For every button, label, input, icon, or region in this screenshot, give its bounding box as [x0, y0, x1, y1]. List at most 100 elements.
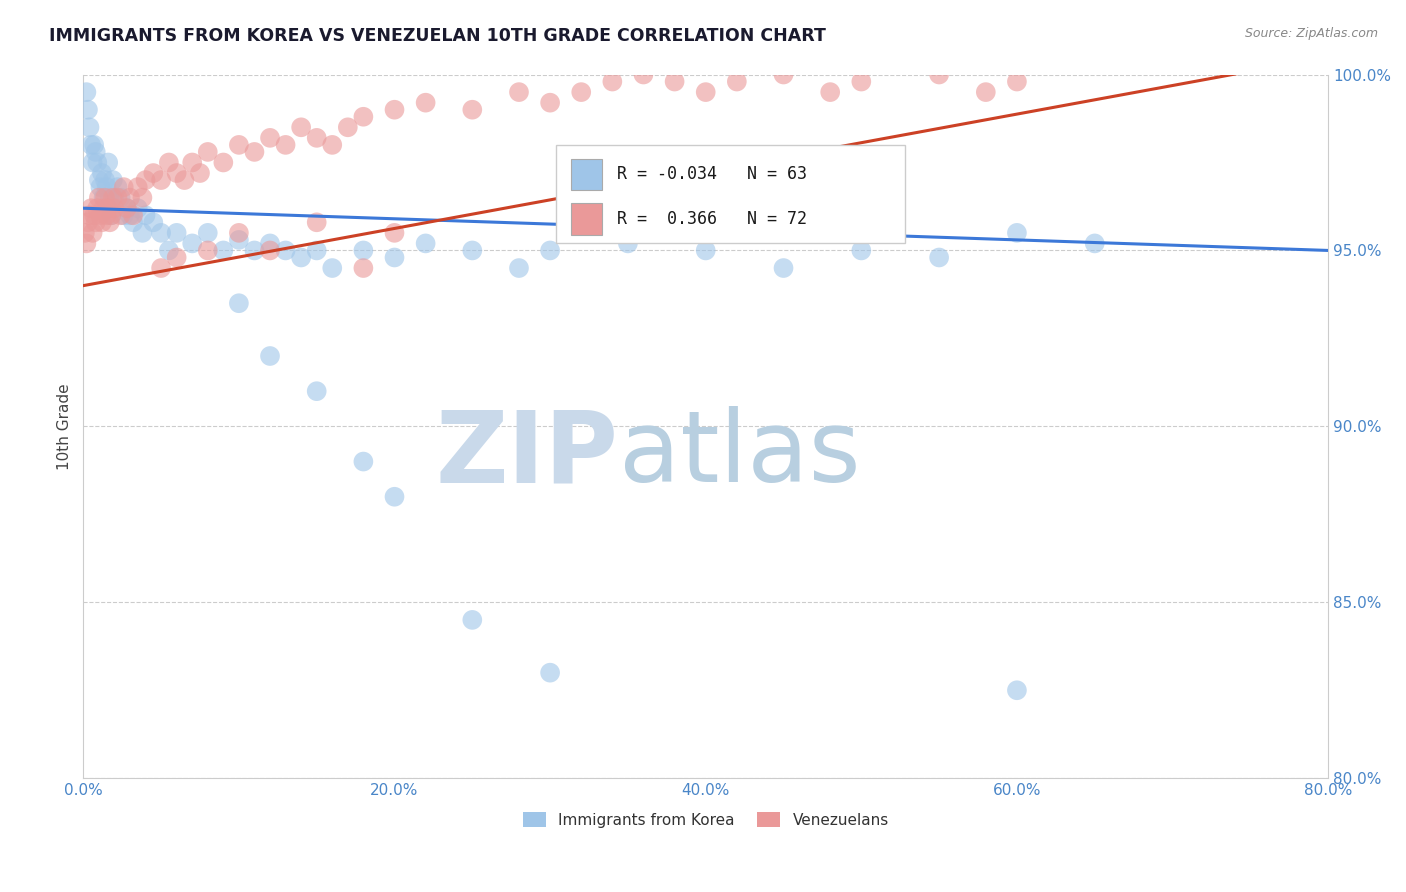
Point — [212, 155, 235, 169]
Point — [118, 191, 141, 205]
Point — [228, 233, 250, 247]
Point — [101, 191, 124, 205]
Point — [197, 145, 219, 159]
Point — [77, 103, 100, 117]
Point — [197, 244, 219, 258]
Point — [100, 208, 122, 222]
Point — [851, 74, 873, 88]
Point — [107, 180, 129, 194]
Point — [305, 131, 328, 145]
Point — [197, 226, 219, 240]
Point — [96, 208, 118, 222]
Point — [142, 215, 165, 229]
FancyBboxPatch shape — [571, 159, 602, 190]
Point — [150, 173, 173, 187]
Point — [228, 226, 250, 240]
Point — [305, 215, 328, 229]
Point — [94, 173, 117, 187]
Point — [93, 201, 115, 215]
Point — [228, 296, 250, 310]
Point — [84, 145, 107, 159]
Point — [1005, 74, 1028, 88]
Point — [166, 251, 188, 265]
Point — [305, 244, 328, 258]
Point — [89, 208, 111, 222]
Point — [974, 85, 997, 99]
Point — [617, 236, 640, 251]
Point — [98, 215, 121, 229]
Point — [384, 490, 406, 504]
Point — [243, 145, 266, 159]
Point — [259, 131, 281, 145]
Point — [150, 226, 173, 240]
Point — [173, 173, 195, 187]
Text: ZIP: ZIP — [436, 406, 619, 503]
Point — [91, 215, 114, 229]
Point — [107, 191, 129, 205]
Point — [73, 226, 96, 240]
FancyBboxPatch shape — [557, 145, 905, 244]
Point — [127, 180, 149, 194]
Point — [181, 155, 204, 169]
Point — [321, 137, 343, 152]
Point — [82, 226, 104, 240]
Point — [77, 215, 100, 229]
Point — [79, 120, 101, 135]
Point — [101, 173, 124, 187]
Point — [352, 260, 374, 275]
Point — [259, 349, 281, 363]
Point — [84, 215, 107, 229]
Point — [538, 244, 561, 258]
Point — [122, 208, 145, 222]
Point — [352, 110, 374, 124]
Point — [352, 454, 374, 468]
Point — [695, 85, 717, 99]
Point — [772, 68, 794, 82]
Point — [569, 85, 592, 99]
Point — [98, 191, 121, 205]
Point — [127, 201, 149, 215]
Point — [131, 191, 153, 205]
Point — [94, 191, 117, 205]
Point — [157, 244, 180, 258]
Point — [135, 173, 157, 187]
Point — [75, 236, 97, 251]
Point — [259, 244, 281, 258]
Point — [103, 201, 125, 215]
Point — [336, 120, 359, 135]
Point — [115, 201, 138, 215]
Point — [1005, 683, 1028, 698]
Point — [112, 180, 135, 194]
Point — [89, 180, 111, 194]
Point — [415, 236, 437, 251]
Point — [166, 166, 188, 180]
Point — [212, 244, 235, 258]
Point — [228, 137, 250, 152]
Point — [188, 166, 211, 180]
Point — [384, 226, 406, 240]
Point — [384, 103, 406, 117]
FancyBboxPatch shape — [571, 203, 602, 235]
Point — [97, 155, 120, 169]
Point — [461, 613, 484, 627]
Point — [321, 260, 343, 275]
Point — [131, 226, 153, 240]
Point — [772, 260, 794, 275]
Point — [103, 191, 125, 205]
Y-axis label: 10th Grade: 10th Grade — [58, 383, 72, 470]
Point — [508, 85, 530, 99]
Point — [75, 85, 97, 99]
Point — [461, 103, 484, 117]
Point — [725, 74, 748, 88]
Point — [97, 201, 120, 215]
Point — [461, 244, 484, 258]
Point — [274, 137, 297, 152]
Point — [259, 236, 281, 251]
Point — [112, 208, 135, 222]
Point — [1005, 226, 1028, 240]
Point — [664, 74, 686, 88]
Point — [290, 120, 312, 135]
Point — [110, 191, 132, 205]
Text: atlas: atlas — [619, 406, 860, 503]
Point — [93, 191, 115, 205]
